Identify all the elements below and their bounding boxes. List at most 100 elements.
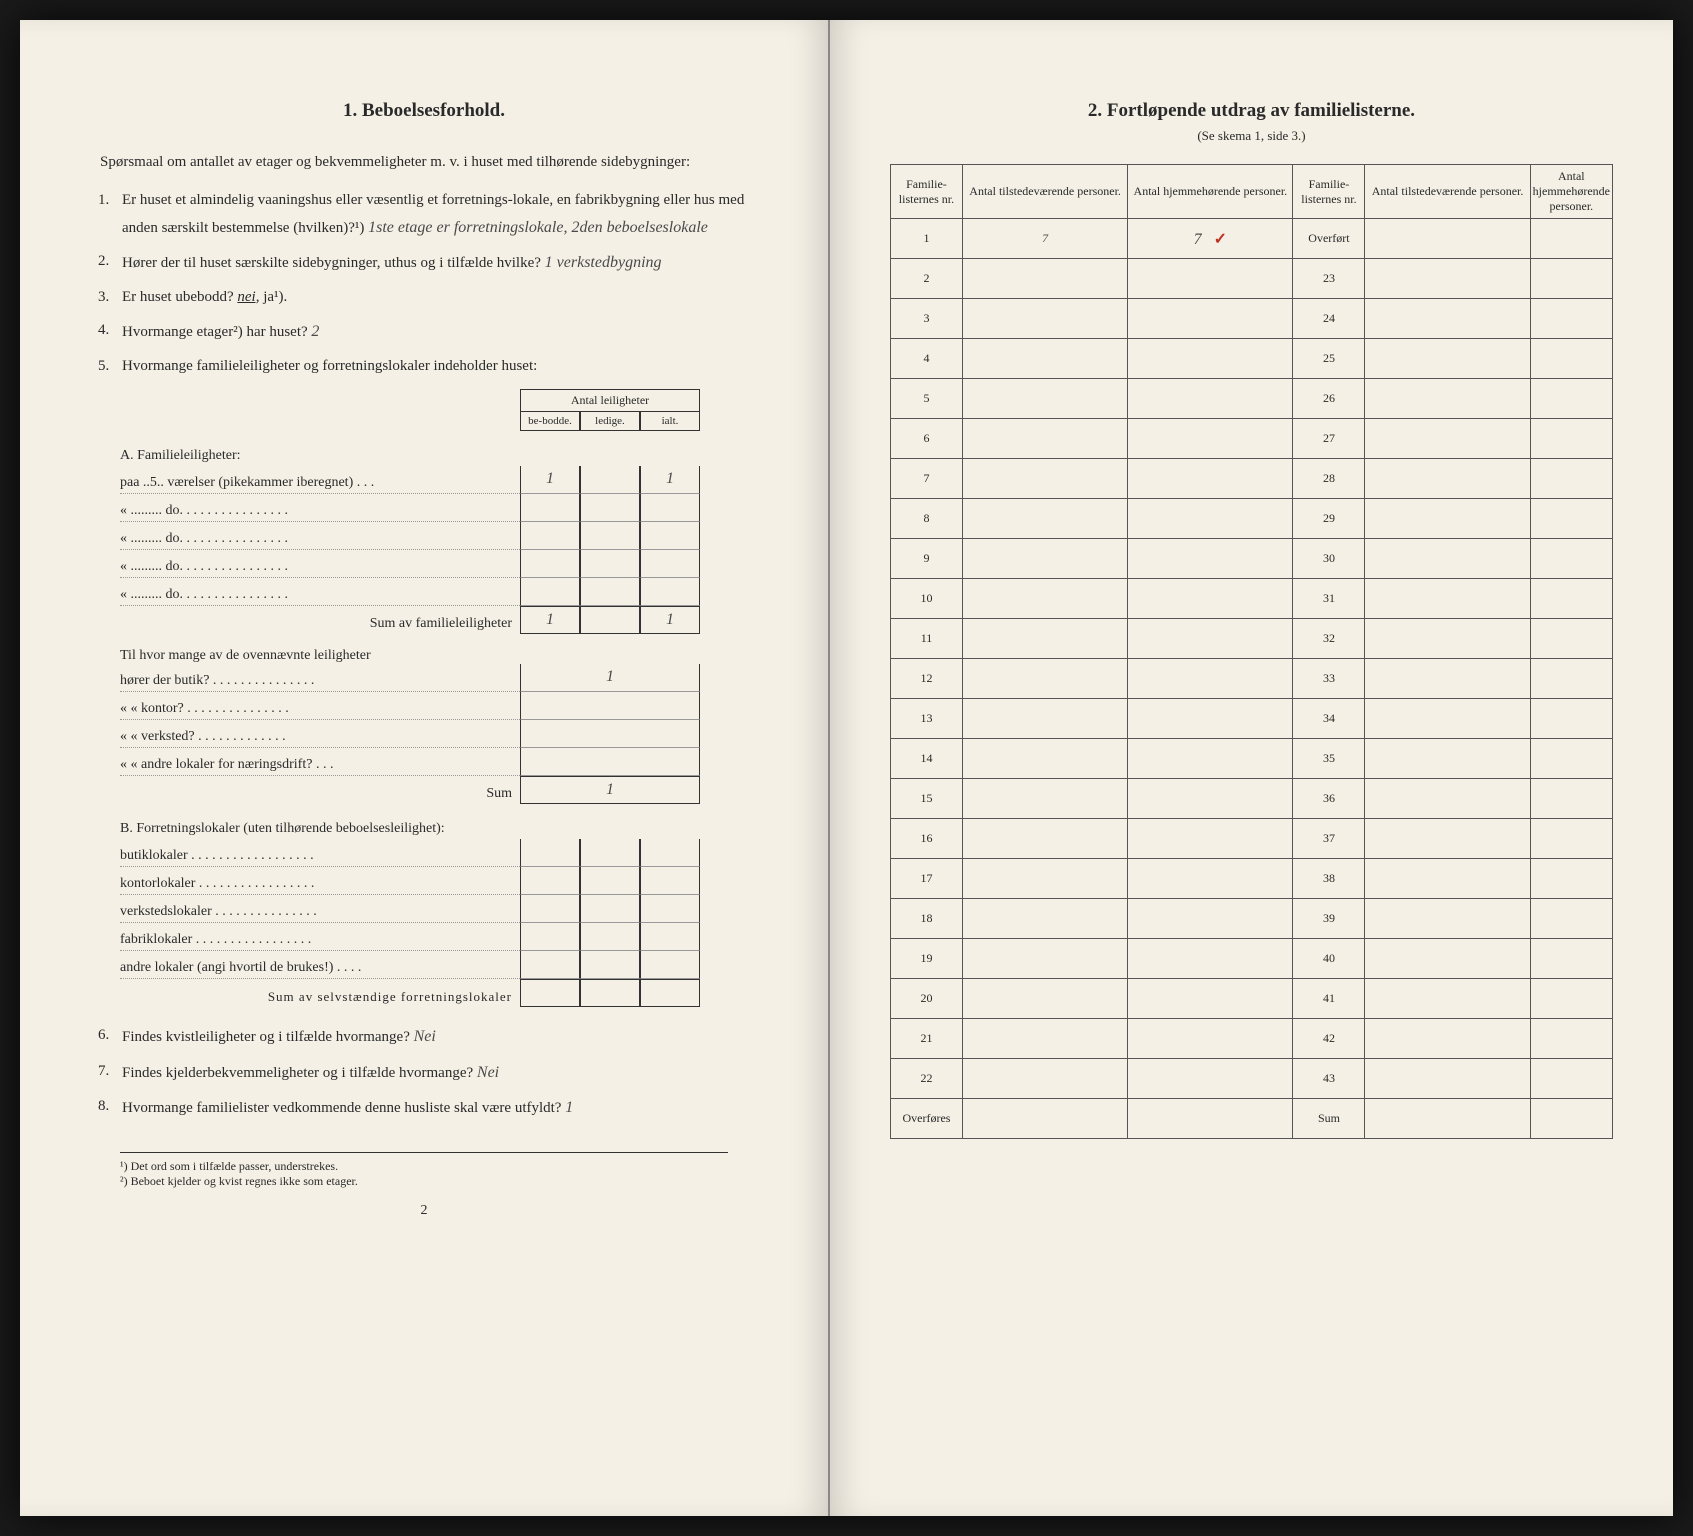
cell-nr: 11 xyxy=(890,619,962,659)
b-verksted: verkstedslokaler . . . . . . . . . . . .… xyxy=(120,895,700,923)
table-row: 1334 xyxy=(890,699,1612,739)
h-nr-2: Familie-listernes nr. xyxy=(1293,165,1365,219)
cell-nr: 7 xyxy=(890,459,962,499)
table-row: 22 43 xyxy=(890,1059,1612,1099)
table-row: 1839 xyxy=(890,899,1612,939)
table-body: 177 ✓Overført223324425526627728829930103… xyxy=(890,219,1612,1139)
table-row: 21 42 xyxy=(890,1019,1612,1059)
q8: 8. Hvormange familielister vedkommende d… xyxy=(98,1094,768,1122)
cell-nr: 1 xyxy=(890,219,962,259)
family-table: Familie-listernes nr. Antal tilstedevære… xyxy=(890,164,1613,1139)
table-row: 4 25 xyxy=(890,339,1612,379)
cell-nr: 25 xyxy=(1293,339,1365,379)
a1-bebodde: 1 xyxy=(520,466,580,494)
cell-overfort: Overført xyxy=(1293,219,1365,259)
cell-nr: 42 xyxy=(1293,1019,1365,1059)
h-tilstede-1: Antal tilstedeværende personer. xyxy=(962,165,1127,219)
q4-text: Hvormange etager²) har huset? xyxy=(122,324,308,340)
cell-nr: 10 xyxy=(890,579,962,619)
h-nr-1: Familie-listernes nr. xyxy=(890,165,962,219)
table-row: 6 27 xyxy=(890,419,1612,459)
cell-tilstede: 7 xyxy=(962,219,1127,259)
cell-nr: 14 xyxy=(890,739,962,779)
col-ledige: ledige. xyxy=(580,412,640,431)
table-row: 1132 xyxy=(890,619,1612,659)
footnotes: ¹) Det ord som i tilfælde passer, unders… xyxy=(120,1152,728,1189)
q6-answer: Nei xyxy=(414,1028,436,1045)
a1-ialt: 1 xyxy=(640,466,700,494)
h-tilstede-2: Antal tilstedeværende personer. xyxy=(1365,165,1530,219)
row-a1: paa ..5.. værelser (pikekammer iberegnet… xyxy=(120,466,700,494)
b-fabrik: fabriklokaler . . . . . . . . . . . . . … xyxy=(120,923,700,951)
b-andre: andre lokaler (angi hvortil de brukes!) … xyxy=(120,951,700,979)
table-row-footer: OverføresSum xyxy=(890,1099,1612,1139)
cell-nr: 43 xyxy=(1293,1059,1365,1099)
cell-nr: 28 xyxy=(1293,459,1365,499)
leilighet-table: Antal leiligheter be-bodde. ledige. ialt… xyxy=(120,389,700,1007)
table-row: 7 28 xyxy=(890,459,1612,499)
cell-sum: Sum xyxy=(1293,1099,1365,1139)
cell-nr: 13 xyxy=(890,699,962,739)
cell-hjemme: 7 ✓ xyxy=(1128,219,1293,259)
sumA-bebodde: 1 xyxy=(520,606,580,634)
q4-answer: 2 xyxy=(311,323,319,340)
q3: 3. Er huset ubebodd? nei, ja¹). xyxy=(98,285,768,311)
q7-answer: Nei xyxy=(477,1064,499,1081)
cell-nr: 21 xyxy=(890,1019,962,1059)
table-row: 10 31 xyxy=(890,579,1612,619)
q3-text: Er huset ubebodd? xyxy=(122,289,234,305)
table-row: 1233 xyxy=(890,659,1612,699)
cell-nr: 27 xyxy=(1293,419,1365,459)
table-header-row: Familie-listernes nr. Antal tilstedevære… xyxy=(890,165,1612,219)
cell-nr: 22 xyxy=(890,1059,962,1099)
cell-nr: 8 xyxy=(890,499,962,539)
q2-text: Hører der til huset særskilte sidebygnin… xyxy=(122,255,541,271)
butik-val: 1 xyxy=(520,664,700,692)
cell-nr: 33 xyxy=(1293,659,1365,699)
table-row: 2041 xyxy=(890,979,1612,1019)
q5-text: Hvormange familieleiligheter og forretni… xyxy=(122,358,537,374)
question-list: 1. Er huset et almindelig vaaningshus el… xyxy=(98,188,768,379)
cell-nr: 2 xyxy=(890,259,962,299)
check-icon: ✓ xyxy=(1214,231,1227,248)
q8-answer: 1 xyxy=(565,1099,573,1116)
footnote-2: ²) Beboet kjelder og kvist regnes ikke s… xyxy=(120,1174,728,1189)
table-header: Antal leiligheter xyxy=(520,389,700,412)
table-row: 223 xyxy=(890,259,1612,299)
page-number: 2 xyxy=(80,1203,768,1219)
cell-nr: 40 xyxy=(1293,939,1365,979)
cell-nr: 17 xyxy=(890,859,962,899)
row-do: « ......... do. . . . . . . . . . . . . … xyxy=(120,578,700,606)
cell-nr: 39 xyxy=(1293,899,1365,939)
section-b-label: B. Forretningslokaler (uten tilhørende b… xyxy=(120,818,700,839)
col-bebodde: be-bodde. xyxy=(520,412,580,431)
right-page: 2. Fortløpende utdrag av familielisterne… xyxy=(830,20,1673,1516)
cell-nr: 4 xyxy=(890,339,962,379)
section-1-title: 1. Beboelsesforhold. xyxy=(80,100,768,122)
table-row: 829 xyxy=(890,499,1612,539)
section-2-title: 2. Fortløpende utdrag av familielisterne… xyxy=(890,100,1613,122)
row-do: « ......... do. . . . . . . . . . . . . … xyxy=(120,550,700,578)
cell-nr: 31 xyxy=(1293,579,1365,619)
q1: 1. Er huset et almindelig vaaningshus el… xyxy=(98,188,768,241)
table-row: 1637 xyxy=(890,819,1612,859)
cell-nr: 26 xyxy=(1293,379,1365,419)
cell-nr: 15 xyxy=(890,779,962,819)
table-row: 526 xyxy=(890,379,1612,419)
cell-nr: 24 xyxy=(1293,299,1365,339)
footnote-1: ¹) Det ord som i tilfælde passer, unders… xyxy=(120,1159,728,1174)
table-row: 1738 xyxy=(890,859,1612,899)
sum-b-row: Sum av selvstændige forretningslokaler xyxy=(120,979,700,1007)
table-row: 1940 xyxy=(890,939,1612,979)
b-butik: butiklokaler . . . . . . . . . . . . . .… xyxy=(120,839,700,867)
row-butik: hører der butik? . . . . . . . . . . . .… xyxy=(120,664,700,692)
h-hjemme-1: Antal hjemmehørende personer. xyxy=(1128,165,1293,219)
cell-nr: 19 xyxy=(890,939,962,979)
mid-sum-val: 1 xyxy=(520,776,700,804)
mid-question: Til hvor mange av de ovennævnte leilighe… xyxy=(120,648,700,664)
cell-nr: 18 xyxy=(890,899,962,939)
cell-nr: 6 xyxy=(890,419,962,459)
row-do: « ......... do. . . . . . . . . . . . . … xyxy=(120,494,700,522)
cell-nr: 35 xyxy=(1293,739,1365,779)
cell-nr: 30 xyxy=(1293,539,1365,579)
